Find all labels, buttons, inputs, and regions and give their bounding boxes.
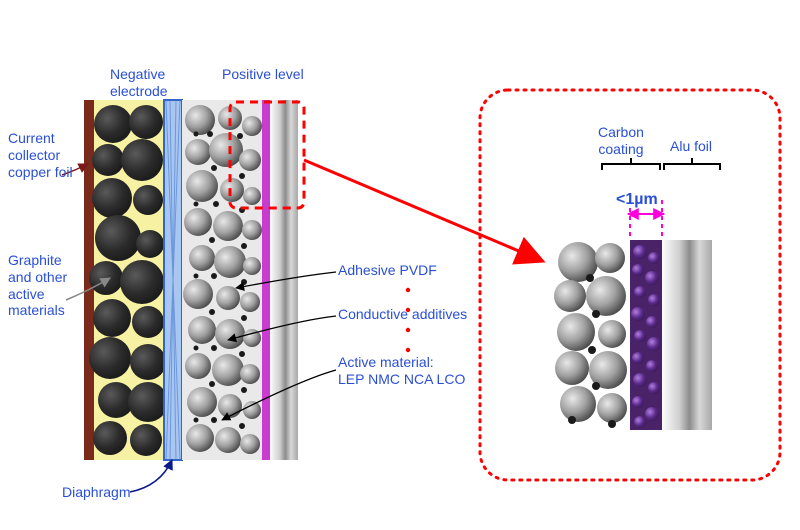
label-adhesive: Adhesive PVDF <box>338 262 437 279</box>
label-active-material: Active material:LEP NMC NCA LCO <box>338 354 465 388</box>
label-carbon-coating: Carboncoating <box>598 124 644 158</box>
zoom-arrow <box>304 160 540 260</box>
zoom-cathode-particles <box>554 242 627 428</box>
label-graphite: Graphiteand otheractivematerials <box>8 252 67 319</box>
arrow-diaphragm <box>130 460 172 492</box>
label-conductive: Conductive additives <box>338 306 467 323</box>
label-negative-electrode: Negativeelectrode <box>110 66 168 100</box>
label-current-collector: Currentcollectorcopper foil <box>8 130 73 180</box>
bracket-carbon <box>602 158 660 170</box>
label-alu-foil: Alu foil <box>670 138 712 155</box>
carbon-coating-layer <box>262 100 270 460</box>
label-lt1um: <1µm <box>616 190 658 209</box>
zoom-alu <box>662 240 712 430</box>
label-diaphragm: Diaphragm <box>62 484 130 501</box>
label-positive-level: Positive level <box>222 66 304 83</box>
bracket-alu <box>664 158 720 170</box>
graphite-particles <box>89 105 168 456</box>
